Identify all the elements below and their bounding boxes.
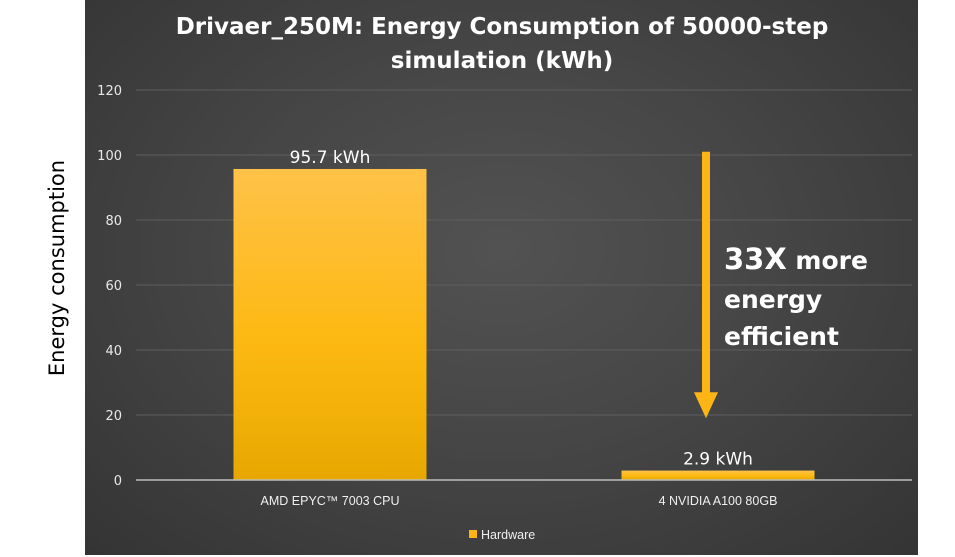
legend: Hardware	[469, 528, 535, 542]
y-tick-label: 40	[105, 344, 122, 359]
legend-label: Hardware	[481, 528, 535, 542]
x-category-label: 4 NVIDIA A100 80GB	[659, 494, 778, 508]
annotation-line-3: efficient	[724, 322, 839, 351]
x-axis-categories: AMD EPYC™ 7003 CPU 4 NVIDIA A100 80GB	[261, 494, 778, 508]
chart-title-line-1: Drivaer_250M: Energy Consumption of 5000…	[176, 14, 829, 40]
y-tick-label: 120	[97, 84, 122, 99]
chart-panel	[85, 0, 918, 555]
y-tick-label: 100	[97, 149, 122, 164]
data-labels: 95.7 kWh 2.9 kWh	[290, 148, 753, 470]
annotation-line-1: 33X more	[724, 242, 868, 276]
arrow-down-icon	[694, 392, 718, 419]
bar	[621, 470, 815, 480]
annotation: 33X more energy efficient	[694, 151, 868, 419]
data-label: 2.9 kWh	[683, 450, 753, 470]
bars	[233, 168, 815, 480]
y-tick-label: 60	[105, 279, 122, 294]
bar	[233, 168, 427, 480]
annotation-line-2: energy	[724, 285, 822, 314]
data-label: 95.7 kWh	[290, 148, 371, 168]
x-category-label: AMD EPYC™ 7003 CPU	[261, 494, 400, 508]
y-tick-label: 20	[105, 409, 122, 424]
y-axis-ticks: 0 20 40 60 80 100 120	[97, 84, 122, 489]
legend-swatch	[469, 530, 477, 538]
y-tick-label: 0	[114, 474, 122, 489]
chart-title-line-2: simulation (kWh)	[391, 48, 613, 74]
y-tick-label: 80	[105, 214, 122, 229]
annotation-multiplier: 33X	[724, 242, 787, 276]
annotation-more: more	[787, 246, 868, 275]
